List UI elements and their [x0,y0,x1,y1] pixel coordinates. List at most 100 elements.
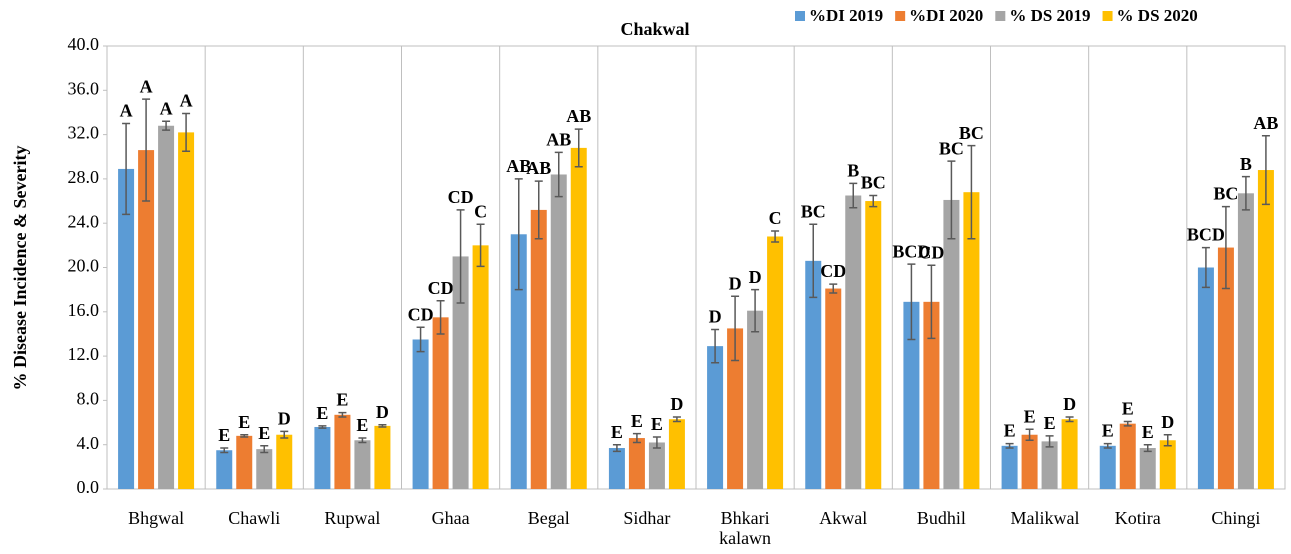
legend-label: % DS 2020 [1117,6,1198,25]
y-tick-label: 8.0 [77,389,100,409]
error-bar [771,230,780,243]
bar [1237,193,1254,490]
bar [648,442,665,489]
error-bar [378,424,387,428]
bar [668,419,685,489]
x-tick-label: Ghaa [431,508,470,528]
bar [1001,445,1018,489]
error-bar [1065,416,1074,423]
bar [158,125,175,490]
significance-letter: E [316,403,328,423]
error-bar [574,128,583,168]
significance-letter: AB [526,158,551,178]
x-tick-label: Akwal [819,508,868,528]
bar [256,449,273,489]
y-tick-label: 24.0 [68,211,100,231]
bar [767,236,784,489]
significance-letter: AB [566,106,591,126]
significance-letter: E [336,390,348,410]
bar [1099,445,1116,489]
error-bar [358,437,367,444]
significance-letter: E [611,422,623,442]
legend-label: %DI 2019 [809,6,883,25]
bar [374,425,391,489]
significance-letter: A [160,98,173,118]
error-bar [1221,205,1230,290]
bar [354,440,371,489]
error-bar [1123,420,1132,427]
error-bar [927,264,936,340]
bar [118,168,135,489]
bar [412,339,429,489]
bar [570,147,587,489]
x-tick-label: Budhil [916,508,966,528]
y-tick-label: 36.0 [68,78,100,98]
significance-letter: BC [861,173,886,193]
significance-letter: AB [506,156,531,176]
x-tick-label: Sidhar [623,508,671,528]
bar [805,260,822,489]
y-tick-label: 4.0 [77,433,100,453]
significance-letter: D [1161,412,1174,432]
legend-label: % DS 2019 [1009,6,1090,25]
bar [216,450,233,489]
error-bar [554,151,563,198]
error-bar [907,263,916,341]
significance-letter: BC [1213,184,1238,204]
error-bar [652,436,661,449]
error-bar [632,432,641,444]
significance-letter: B [847,160,859,180]
error-bar [142,98,151,202]
significance-letter: E [1004,421,1016,441]
error-bar [731,295,740,362]
significance-letter: E [238,412,250,432]
error-bar [1025,428,1034,442]
x-tick-label: Chingi [1211,508,1261,528]
x-tick-label: Chawli [228,508,281,528]
bar [845,195,862,489]
y-tick-label: 28.0 [68,167,100,187]
bar [608,448,625,489]
error-bar [1143,443,1152,453]
bar [276,434,293,489]
error-bar [338,411,347,418]
legend-label: %DI 2020 [909,6,983,25]
error-bar [672,416,681,423]
bar [510,234,527,489]
error-bar [829,283,838,294]
y-tick-label: 0.0 [77,477,100,497]
y-tick-label: 12.0 [68,344,100,364]
bar [472,245,489,489]
bar [550,174,567,489]
significance-letter: A [120,101,133,121]
bar [628,438,645,489]
bar [923,301,940,489]
significance-letter: D [376,402,389,422]
error-bar [436,299,445,335]
significance-letter: E [1102,421,1114,441]
significance-letter: E [1044,413,1056,433]
error-bar [711,328,720,364]
bar [727,328,744,489]
significance-letter: D [670,394,683,414]
bar [1139,448,1156,489]
error-bar [240,433,249,438]
error-bar [1005,442,1014,449]
error-bar [514,178,523,291]
x-tick-label: Bhgwal [128,508,185,528]
bar [963,192,980,489]
bar [707,346,724,489]
bar [530,209,547,489]
significance-letter: CD [820,261,846,281]
bar [334,414,351,489]
error-bar [751,288,760,333]
significance-letter: E [1122,399,1134,419]
significance-letter: D [749,267,762,287]
bar [314,426,331,489]
significance-letter: C [769,208,782,228]
error-bar [1045,435,1054,448]
significance-letter: AB [1253,113,1278,133]
significance-letter: A [180,91,193,111]
